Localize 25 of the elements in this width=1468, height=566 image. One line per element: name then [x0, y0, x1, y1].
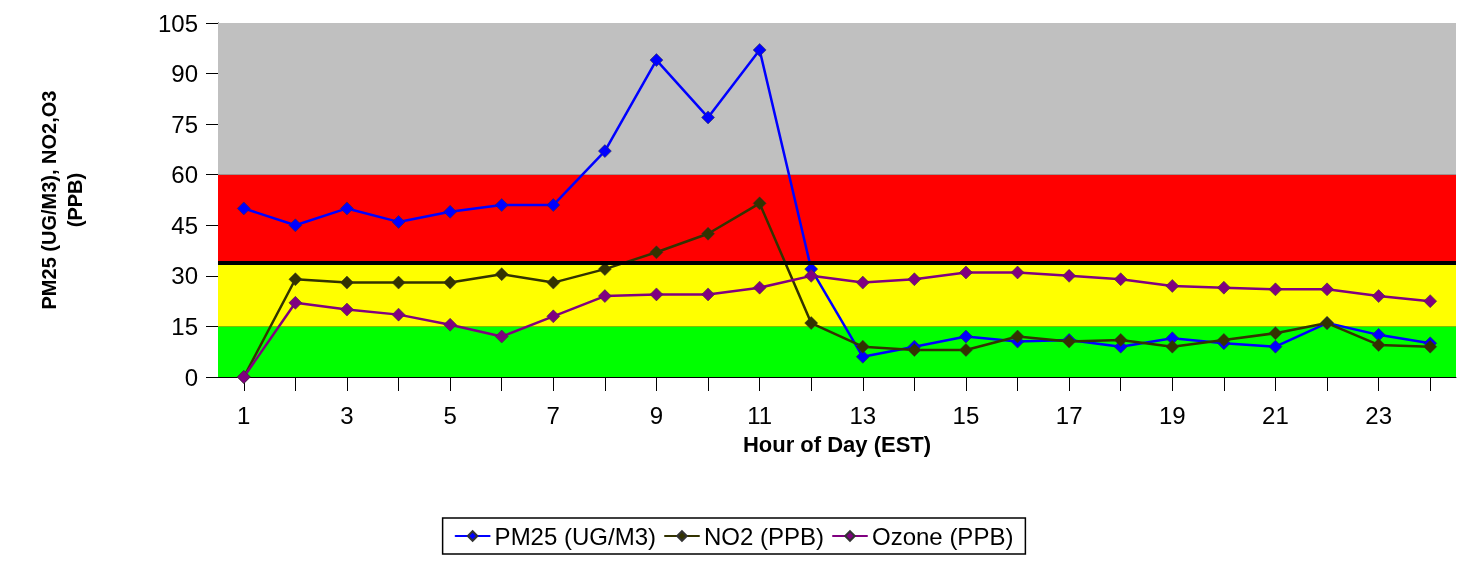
- x-tick-label: 23: [1365, 401, 1392, 429]
- x-tick-label: 19: [1158, 401, 1186, 429]
- legend-label: Ozone (PPB): [872, 522, 1014, 550]
- x-tick-label: 9: [649, 401, 664, 429]
- y-tick-label: 30: [171, 262, 198, 290]
- y-tick-label: 15: [171, 312, 198, 340]
- y-axis-title: PM25 (UG/M3), NO2,O3 (PPB): [38, 90, 86, 310]
- x-tick-label: 13: [849, 401, 877, 429]
- x-tick-label: 21: [1262, 401, 1289, 429]
- x-tick-label: 11: [747, 401, 773, 429]
- legend-label: PM25 (UG/M3): [494, 522, 656, 550]
- legend-label: NO2 (PPB): [703, 522, 824, 550]
- y-tick-label: 60: [171, 161, 198, 189]
- x-axis-title: Hour of Day (EST): [742, 431, 932, 457]
- y-tick-label: 75: [171, 110, 198, 138]
- x-tick-label: 7: [546, 401, 560, 429]
- y-tick-label: 45: [171, 211, 198, 239]
- y-tick-label: 105: [157, 9, 198, 37]
- x-tick-label: 15: [952, 401, 980, 429]
- x-tick-label: 3: [340, 401, 354, 429]
- y-tick-label: 0: [184, 363, 198, 391]
- x-tick-label: 1: [237, 401, 251, 429]
- x-tick-label: 5: [443, 401, 457, 429]
- x-tick-label: 17: [1055, 401, 1083, 429]
- y-tick-label: 90: [171, 60, 198, 88]
